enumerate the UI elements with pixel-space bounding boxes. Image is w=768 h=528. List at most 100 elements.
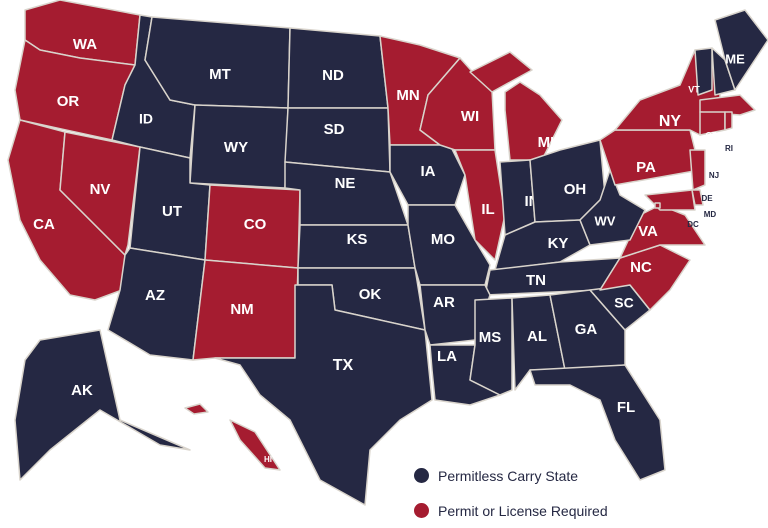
permitless-swatch-icon	[414, 468, 429, 483]
state-me: ME	[714, 9, 768, 91]
state-shape	[529, 364, 666, 481]
state-label: OH	[564, 181, 587, 198]
state-ak: AK	[14, 329, 191, 481]
state-label: VT	[688, 84, 700, 94]
state-label: WV	[595, 213, 616, 228]
state-ia: IA	[389, 144, 466, 206]
state-label: SC	[614, 295, 633, 311]
state-label: MI	[538, 134, 555, 151]
state-label: UT	[162, 203, 182, 220]
state-fl: FL	[529, 364, 666, 481]
state-label: NV	[90, 181, 111, 198]
state-shape	[144, 16, 291, 109]
state-label: ME	[725, 51, 745, 66]
state-ks: KS	[297, 224, 416, 269]
state-shape	[14, 329, 191, 481]
state-mt: MT	[144, 16, 291, 109]
state-label: ID	[139, 111, 153, 127]
state-label: MD	[704, 210, 717, 219]
legend-item-permitless: Permitless Carry State	[414, 458, 608, 493]
state-shape	[454, 149, 506, 261]
state-label: AR	[433, 294, 455, 311]
state-shape	[469, 51, 533, 93]
state-shape	[504, 81, 563, 161]
state-co: CO	[204, 184, 301, 269]
state-shape	[644, 189, 696, 211]
state-shape	[689, 149, 706, 191]
state-nj: NJ	[689, 149, 719, 191]
state-label: MT	[209, 66, 231, 83]
state-label: AK	[71, 382, 93, 399]
state-label: CA	[33, 216, 55, 233]
state-shape	[699, 94, 756, 116]
state-label: DE	[701, 194, 713, 203]
state-shape	[724, 111, 733, 131]
state-il: IL	[454, 149, 506, 261]
state-label: VA	[638, 223, 658, 240]
state-ms: MS	[469, 297, 513, 396]
state-ct: CT	[699, 111, 726, 140]
legend-label: Permit or License Required	[438, 502, 608, 519]
state-label: TX	[333, 357, 354, 374]
state-shape	[184, 403, 209, 415]
state-label: WI	[461, 108, 479, 125]
state-shape	[284, 107, 391, 173]
state-label: ND	[322, 67, 344, 84]
state-label: NC	[630, 259, 652, 276]
state-label: WA	[73, 36, 97, 53]
state-label: CO	[244, 216, 267, 233]
state-shape	[214, 284, 433, 506]
state-label: NE	[335, 175, 356, 192]
state-label: LA	[437, 348, 457, 365]
legend-label: Permitless Carry State	[438, 467, 579, 484]
state-ga: GA	[549, 289, 626, 371]
state-shape	[549, 289, 626, 371]
state-label: WY	[224, 139, 248, 156]
state-ri: RI	[724, 111, 733, 153]
state-label: OR	[57, 93, 80, 110]
state-label: FL	[617, 399, 635, 416]
state-tx: TX	[214, 284, 433, 506]
state-de: DE	[691, 189, 713, 206]
state-label: DC	[687, 220, 699, 229]
state-label: NM	[230, 301, 253, 318]
state-wy: WY	[189, 104, 289, 189]
state-shape	[469, 297, 513, 396]
state-label: GA	[575, 321, 598, 338]
state-label: NJ	[709, 171, 719, 180]
state-hi: HI	[184, 403, 281, 471]
state-sd: SD	[284, 107, 391, 173]
state-label: NY	[659, 113, 682, 130]
legend: Permitless Carry State Permit or License…	[414, 458, 608, 528]
state-nd: ND	[287, 27, 389, 109]
state-label: CT	[706, 131, 717, 140]
state-label: AZ	[145, 287, 165, 304]
state-vt: VT	[688, 47, 713, 96]
state-label: SD	[324, 121, 345, 138]
state-shape	[714, 9, 768, 91]
state-label: OK	[359, 286, 382, 303]
state-shape	[599, 129, 701, 186]
state-mo: MO	[407, 204, 491, 286]
state-ky: KY	[494, 219, 591, 271]
state-label: KY	[548, 235, 569, 252]
state-pa: PA	[599, 129, 701, 186]
state-ny: NY	[614, 49, 721, 136]
state-label: KS	[347, 231, 368, 248]
state-label: AL	[527, 328, 547, 345]
state-dc: DC	[654, 202, 699, 229]
permit-swatch-icon	[414, 503, 429, 518]
state-label: RI	[725, 144, 733, 153]
state-mi: MI	[469, 51, 563, 161]
legend-item-permit: Permit or License Required	[414, 493, 608, 528]
state-sc: SC	[589, 284, 651, 331]
state-label: MO	[431, 231, 455, 248]
state-label: HI	[264, 455, 272, 464]
state-shape	[694, 47, 713, 96]
state-shape	[229, 419, 281, 471]
state-label: IL	[481, 201, 494, 218]
state-label: TN	[526, 272, 546, 289]
state-nm: NM	[192, 259, 299, 361]
state-label: IA	[421, 163, 436, 180]
